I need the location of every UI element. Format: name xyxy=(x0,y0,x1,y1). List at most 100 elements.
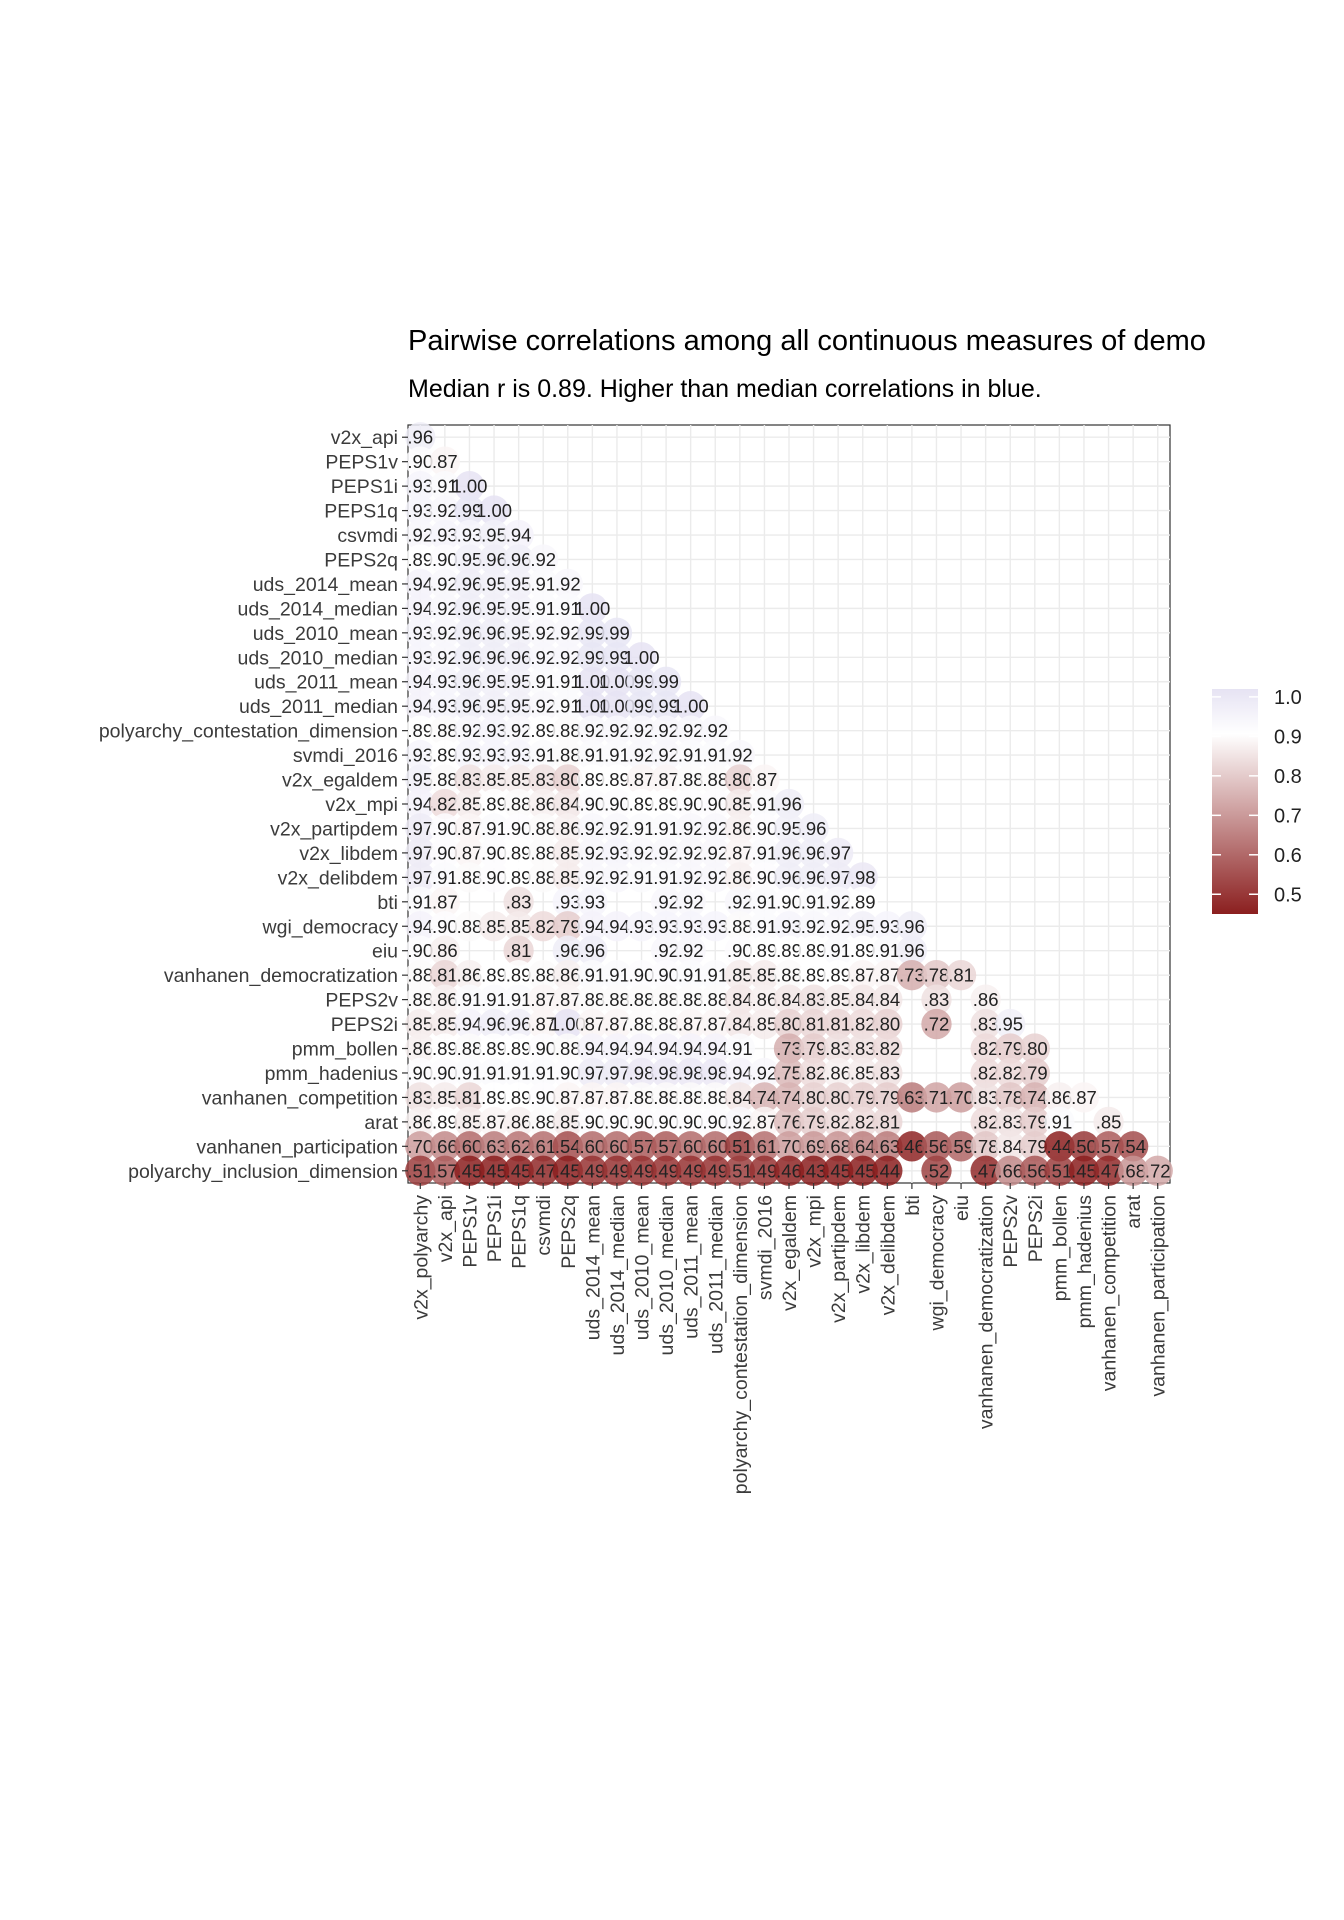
correlation-value-label: .93 xyxy=(481,720,507,741)
y-tick-label: pmm_hadenius xyxy=(265,1063,399,1085)
correlation-point xyxy=(724,935,755,966)
correlation-value-label: .87 xyxy=(678,1014,704,1035)
y-tick-label: PEPS2v xyxy=(325,990,398,1012)
correlation-point xyxy=(429,1106,461,1138)
correlation-value-label: .91 xyxy=(530,598,556,619)
correlation-point xyxy=(478,544,510,575)
correlation-value-label: .46 xyxy=(776,1160,802,1181)
correlation-value-label: 1.00 xyxy=(574,671,610,692)
correlation-value-label: .90 xyxy=(432,549,458,570)
correlation-value-label: .89 xyxy=(776,940,802,961)
legend-tick-label: 0.6 xyxy=(1274,845,1302,867)
correlation-value-label: .79 xyxy=(850,1087,876,1108)
correlation-point xyxy=(700,764,731,795)
correlation-point xyxy=(650,960,682,991)
correlation-point xyxy=(773,911,805,942)
correlation-point xyxy=(601,642,633,673)
correlation-point xyxy=(528,739,559,771)
correlation-point xyxy=(454,837,485,869)
correlation-point xyxy=(626,764,657,795)
correlation-value-label: .91 xyxy=(727,1038,753,1059)
correlation-value-label: .89 xyxy=(432,1038,458,1059)
x-tick-label: v2x_mpi xyxy=(804,1195,826,1268)
correlation-point xyxy=(552,715,583,746)
correlation-point xyxy=(577,1131,608,1162)
correlation-point xyxy=(454,764,485,795)
correlation-point xyxy=(650,837,682,869)
correlation-value-label: 1.00 xyxy=(574,696,610,717)
correlation-value-label: .92 xyxy=(579,867,605,888)
correlation-value-label: .87 xyxy=(653,769,679,790)
correlation-point xyxy=(995,1082,1026,1113)
correlation-point xyxy=(675,960,706,991)
correlation-value-label: .90 xyxy=(432,818,458,839)
correlation-point xyxy=(749,960,780,991)
correlation-value-label: .95 xyxy=(481,696,507,717)
correlation-value-label: .83 xyxy=(973,1087,999,1108)
correlation-point xyxy=(773,886,805,917)
correlation-point xyxy=(626,813,657,844)
correlation-value-label: .92 xyxy=(702,867,728,888)
correlation-value-label: .92 xyxy=(579,720,605,741)
correlation-value-label: .92 xyxy=(432,598,458,619)
y-tick-label: svmdi_2016 xyxy=(293,745,398,767)
correlation-point xyxy=(700,1131,731,1162)
correlation-value-label: .97 xyxy=(825,867,851,888)
correlation-value-label: .92 xyxy=(432,647,458,668)
correlation-point xyxy=(995,1008,1026,1040)
correlation-point xyxy=(1019,1033,1050,1064)
correlation-point xyxy=(405,422,436,453)
correlation-point xyxy=(528,984,559,1015)
correlation-point xyxy=(601,1008,633,1040)
correlation-value-label: .96 xyxy=(457,573,483,594)
correlation-value-label: .94 xyxy=(727,1062,753,1083)
correlation-value-label: .94 xyxy=(678,1038,704,1059)
correlation-point xyxy=(847,1082,878,1113)
correlation-point xyxy=(823,1082,854,1113)
correlation-point xyxy=(577,1155,608,1186)
correlation-value-label: .92 xyxy=(653,745,679,766)
correlation-point xyxy=(798,1106,829,1138)
x-tick-label: uds_2011_median xyxy=(705,1195,727,1354)
correlation-point xyxy=(921,1008,952,1040)
correlation-point xyxy=(847,1057,878,1089)
correlation-point xyxy=(577,1033,608,1064)
correlation-point xyxy=(454,1008,485,1040)
x-tick-label: eiu xyxy=(951,1195,973,1221)
correlation-value-label: .89 xyxy=(432,1111,458,1132)
correlation-point xyxy=(1044,1155,1075,1186)
correlation-value-label: .91 xyxy=(432,867,458,888)
correlation-point xyxy=(823,1008,854,1040)
correlation-point xyxy=(528,837,559,869)
correlation-value-label: .85 xyxy=(555,842,581,863)
correlation-value-label: .86 xyxy=(727,818,753,839)
correlation-point xyxy=(552,960,583,991)
correlation-value-label: .84 xyxy=(555,794,581,815)
correlation-value-label: .44 xyxy=(1047,1136,1073,1157)
correlation-value-label: .92 xyxy=(752,1062,778,1083)
correlation-point xyxy=(577,960,608,991)
correlation-point xyxy=(552,1131,583,1162)
correlation-value-label: .56 xyxy=(1022,1160,1048,1181)
correlation-value-label: .92 xyxy=(629,745,655,766)
correlation-point xyxy=(454,1155,485,1186)
correlation-value-label: .84 xyxy=(727,1014,753,1035)
y-tick-label: uds_2014_mean xyxy=(253,574,398,596)
correlation-point xyxy=(577,813,608,844)
correlation-point xyxy=(773,1155,805,1186)
x-tick-label: uds_2010_median xyxy=(656,1195,678,1355)
correlation-value-label: .90 xyxy=(702,794,728,815)
correlation-point xyxy=(675,911,706,942)
correlation-value-label: .90 xyxy=(604,794,630,815)
x-tick-label: PEPS2q xyxy=(558,1195,580,1269)
correlation-point xyxy=(724,813,755,844)
correlation-value-label: .95 xyxy=(481,525,507,546)
correlation-point xyxy=(626,960,657,991)
correlation-value-label: .91 xyxy=(752,916,778,937)
correlation-value-label: .88 xyxy=(530,842,556,863)
y-tick-label: eiu xyxy=(372,941,398,963)
correlation-value-label: .82 xyxy=(997,1062,1023,1083)
correlation-point xyxy=(995,1155,1026,1186)
correlation-point xyxy=(823,1106,854,1138)
